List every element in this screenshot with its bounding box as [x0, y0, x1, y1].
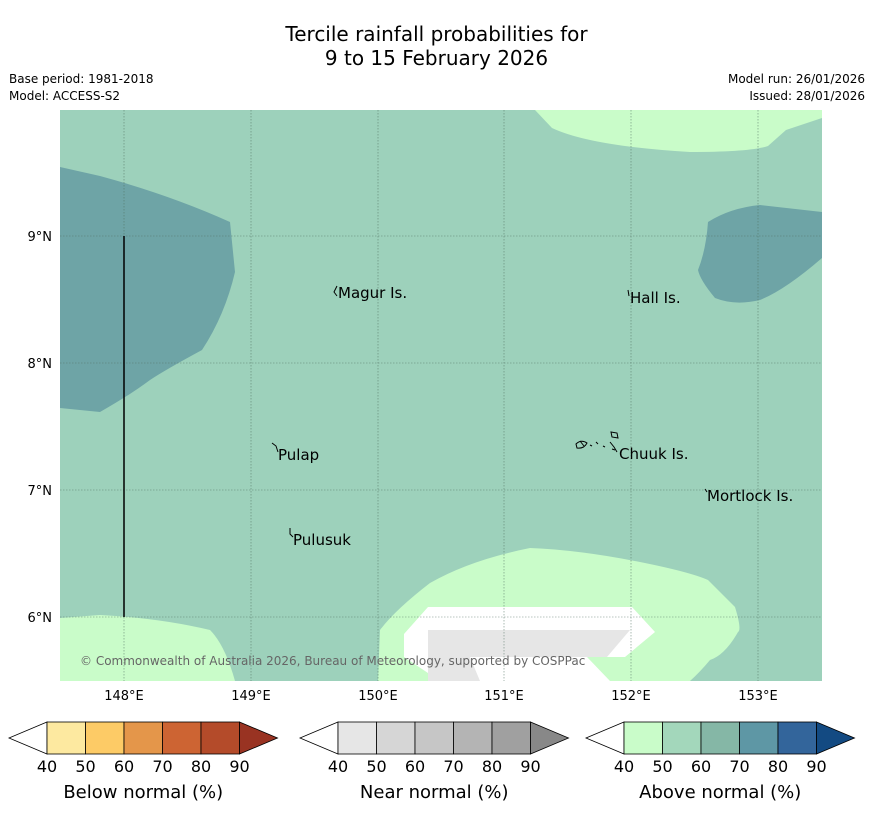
colorbar-above-tick: 40	[614, 757, 634, 776]
colorbar-above-segment	[739, 721, 779, 755]
colorbar-above-segment	[777, 721, 817, 755]
colorbar-below-segment	[46, 721, 86, 755]
colorbar-near-tick: 90	[520, 757, 540, 776]
colorbar-above-tick: 90	[806, 757, 826, 776]
colorbar-above-segment	[623, 721, 663, 755]
island-magur	[333, 285, 338, 297]
colorbar-above-tick: 60	[691, 757, 711, 776]
colorbar-below-tick: 90	[229, 757, 249, 776]
colorbar-below-low-extend	[7, 721, 48, 755]
colorbar-above-high-extend	[816, 721, 856, 755]
colorbar-near-segment	[453, 721, 493, 755]
lon-label-151: 151°E	[484, 689, 524, 704]
colorbar-near-tick: 60	[405, 757, 425, 776]
colorbar-near-high-extend	[530, 721, 570, 755]
colorbar-above-segment	[662, 721, 702, 755]
colorbars: 40 50 60 70 80 90 Below normal (%) 40 50 60 70 80 90…	[7, 721, 856, 803]
label-pulap: Pulap	[278, 446, 319, 464]
longitude-labels: 148°E 149°E 150°E 151°E 152°E 153°E	[104, 689, 778, 704]
colorbar-below-tick: 70	[152, 757, 172, 776]
island-pulap	[271, 442, 279, 453]
island-mortlock	[704, 488, 708, 493]
field-above-60-70-west	[60, 167, 235, 412]
label-hall: Hall Is.	[630, 289, 681, 307]
latitude-labels: 9°N 8°N 7°N 6°N	[28, 230, 53, 626]
meta-right: Model run: 26/01/2026 Issued: 28/01/2026	[728, 71, 865, 105]
lat-label-6n: 6°N	[28, 611, 53, 626]
field-above-40-50-southwest	[60, 615, 235, 681]
colorbar-above-tick: 50	[652, 757, 672, 776]
colorbar-above-tick: 70	[729, 757, 749, 776]
map-plot-area: Magur Is. Hall Is. Pulap Chuuk Is. Mortl…	[60, 110, 822, 681]
lon-label-148: 148°E	[104, 689, 144, 704]
place-labels: Magur Is. Hall Is. Pulap Chuuk Is. Mortl…	[278, 284, 793, 549]
colorbar-below-tick: 60	[114, 757, 134, 776]
field-above-40-50-north	[535, 110, 822, 152]
colorbar-below-tick: 50	[75, 757, 95, 776]
meta-left: Base period: 1981-2018 Model: ACCESS-S2	[9, 71, 154, 105]
field-near-40-50	[428, 630, 630, 681]
model-name: Model: ACCESS-S2	[9, 89, 121, 103]
colorbar-below-tick: 40	[37, 757, 57, 776]
label-pulusuk: Pulusuk	[293, 531, 351, 549]
lon-label-152: 152°E	[611, 689, 651, 704]
island-pulusuk	[289, 528, 294, 538]
colorbar-above-segment	[700, 721, 740, 755]
lat-label-8n: 8°N	[28, 357, 53, 372]
island-outlines	[271, 285, 708, 538]
model-run: Model run: 26/01/2026	[727, 72, 865, 86]
colorbar-near-tick: 50	[366, 757, 386, 776]
colorbar-near-tick: 40	[328, 757, 348, 776]
colorbar-below-label: Below normal (%)	[63, 782, 223, 803]
colorbar-near-segment	[337, 721, 377, 755]
colorbar-below-segment	[200, 721, 240, 755]
colorbar-above-low-extend	[584, 721, 625, 755]
colorbar-near-tick: 70	[443, 757, 463, 776]
colorbar-below-high-extend	[239, 721, 279, 755]
label-mortlock: Mortlock Is.	[707, 487, 793, 505]
copyright-notice: © Commonwealth of Australia 2026, Bureau…	[80, 654, 585, 668]
colorbar-below: 40 50 60 70 80 90 Below normal (%)	[7, 721, 279, 803]
colorbar-below-segment	[162, 721, 202, 755]
colorbar-near-tick: 80	[482, 757, 502, 776]
island-hall	[627, 289, 630, 297]
lon-label-153: 153°E	[738, 689, 778, 704]
island-chuuk-group	[575, 431, 619, 453]
colorbar-below-tick: 80	[191, 757, 211, 776]
colorbar-near-low-extend	[298, 721, 339, 755]
label-magur: Magur Is.	[338, 284, 407, 302]
colorbar-near-segment	[414, 721, 454, 755]
colorbar-above-label: Above normal (%)	[639, 782, 801, 803]
base-period: Base period: 1981-2018	[9, 72, 154, 86]
title-line-1: Tercile rainfall probabilities for	[285, 22, 588, 46]
map-title: Tercile rainfall probabilities for 9 to …	[0, 22, 873, 70]
colorbar-below-segment	[123, 721, 163, 755]
colorbar-near-segment	[491, 721, 531, 755]
title-line-2: 9 to 15 February 2026	[324, 46, 549, 70]
lat-label-7n: 7°N	[28, 484, 53, 499]
issued-date: Issued: 28/01/2026	[749, 89, 865, 103]
colorbar-below-segment	[85, 721, 125, 755]
lon-label-150: 150°E	[358, 689, 398, 704]
label-chuuk: Chuuk Is.	[619, 445, 688, 463]
colorbar-near-label: Near normal (%)	[360, 782, 509, 803]
lon-label-149: 149°E	[231, 689, 271, 704]
colorbar-near: 40 50 60 70 80 90 Near normal (%)	[298, 721, 570, 803]
colorbar-above: 40 50 60 70 80 90 Above normal (%)	[584, 721, 856, 803]
field-above-60-70-east	[698, 205, 822, 303]
colorbar-above-tick: 80	[768, 757, 788, 776]
colorbar-near-segment	[376, 721, 416, 755]
lat-label-9n: 9°N	[28, 230, 53, 245]
